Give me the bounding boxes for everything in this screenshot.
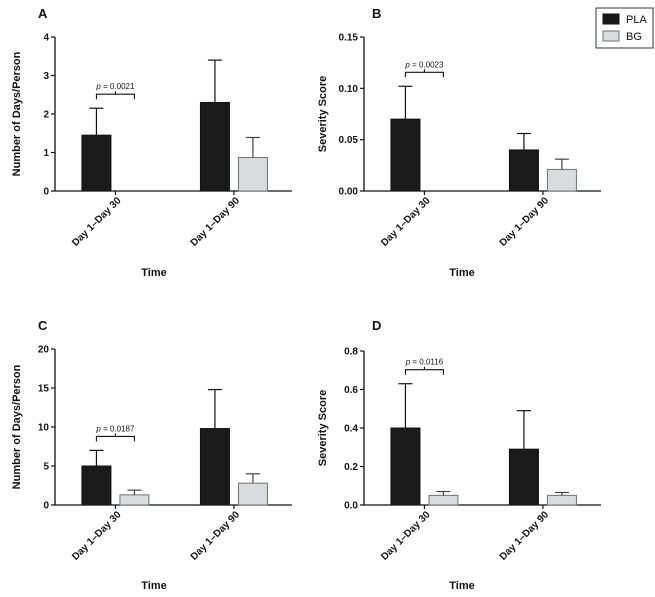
y-tick-label: 0.00 xyxy=(339,187,359,198)
y-tick-label: 20 xyxy=(38,345,50,356)
x-axis-label: Time xyxy=(449,267,474,279)
x-tick-label: Day 1–Day 30 xyxy=(379,509,433,563)
bar-bg xyxy=(119,494,150,506)
bar-pla xyxy=(390,118,421,192)
y-axis-label: Number of Days/Person xyxy=(11,51,23,176)
bar-pla xyxy=(81,465,112,506)
p-value-label: p = 0.0023 xyxy=(404,60,444,69)
significance-bracket xyxy=(404,369,444,375)
p-value-label: p = 0.0116 xyxy=(405,358,444,367)
bar-bg xyxy=(237,157,268,192)
x-tick-label: Day 1–Day 90 xyxy=(189,509,243,563)
p-value-symbol: p xyxy=(95,424,101,433)
p-value-symbol: p xyxy=(404,60,410,69)
chart-panel-c: C 0 5 10 15 20 Number of Days/Person Time Day 1–… xyxy=(11,318,292,592)
y-axis-label: Severity Score xyxy=(317,390,329,466)
bar-bg xyxy=(546,168,577,192)
y-tick-label: 0.8 xyxy=(344,347,358,358)
bar-pla xyxy=(199,101,230,192)
y-tick-label: 0 xyxy=(43,501,49,512)
legend: PLA BG xyxy=(595,7,654,49)
bar-pla xyxy=(199,428,230,506)
y-tick-label: 0.4 xyxy=(344,424,358,435)
y-tick-label: 4 xyxy=(43,33,49,44)
x-axis-label: Time xyxy=(449,580,474,592)
y-tick-label: 0.10 xyxy=(339,84,359,95)
x-tick-label: Day 1–Day 90 xyxy=(498,195,552,249)
x-tick-label: Day 1–Day 30 xyxy=(70,195,124,249)
bar-bg xyxy=(237,482,268,506)
y-tick-label: 0.15 xyxy=(339,33,359,44)
y-tick-label: 2 xyxy=(43,110,49,121)
y-tick-label: 0.2 xyxy=(344,462,358,473)
x-tick-label: Day 1–Day 30 xyxy=(70,509,124,563)
x-tick-label: Day 1–Day 30 xyxy=(379,195,433,249)
bar-pla xyxy=(81,134,112,192)
p-value-number: = 0.0187 xyxy=(101,424,135,433)
y-tick-label: 5 xyxy=(43,462,49,473)
y-tick-label: 15 xyxy=(38,384,50,395)
significance-bracket xyxy=(95,93,135,100)
y-tick-label: 0.05 xyxy=(339,135,359,146)
y-tick-label: 1 xyxy=(43,148,49,159)
bar-pla xyxy=(390,427,421,506)
p-value-number: = 0.0023 xyxy=(410,60,444,69)
y-tick-label: 0.6 xyxy=(344,385,358,396)
bar-bg xyxy=(546,494,577,506)
y-tick-label: 0.0 xyxy=(344,501,358,512)
x-tick-label: Day 1–Day 90 xyxy=(189,195,243,249)
p-value-symbol: p xyxy=(95,82,101,91)
chart-panel-a: A 0 1 2 3 4 Number of Days/Person Time Day 1–Day… xyxy=(11,6,292,279)
chart-panel-d: D 0.0 0.2 0.4 0.6 0.8 Severity Score Time Day 1–… xyxy=(317,318,601,592)
p-value-symbol: p xyxy=(405,358,411,367)
y-tick-label: 10 xyxy=(38,423,50,434)
panel-letter: A xyxy=(38,6,48,21)
p-value-label: p = 0.0187 xyxy=(95,424,135,433)
significance-bracket xyxy=(404,71,444,78)
p-value-number: = 0.0116 xyxy=(410,358,444,367)
chart-panel-b: B 0.00 0.05 0.10 0.15 Severity Score Time Day 1… xyxy=(317,6,601,279)
y-axis-label: Number of Days/Person xyxy=(11,364,23,489)
p-value-label: p = 0.0021 xyxy=(95,82,135,91)
panel-letter: C xyxy=(38,318,48,333)
bar-bg xyxy=(428,494,459,506)
bar-pla xyxy=(508,149,539,192)
legend-label-pla: PLA xyxy=(626,14,647,26)
panel-letter: D xyxy=(372,318,381,333)
y-tick-label: 3 xyxy=(43,71,49,82)
significance-bracket xyxy=(95,435,135,442)
x-tick-label: Day 1–Day 90 xyxy=(498,509,552,563)
x-axis-label: Time xyxy=(141,267,166,279)
y-axis-label: Severity Score xyxy=(317,76,329,152)
panel-letter: B xyxy=(372,6,381,21)
x-axis-label: Time xyxy=(141,580,166,592)
legend-swatch-bg xyxy=(602,30,620,42)
legend-label-bg: BG xyxy=(626,31,642,43)
bar-pla xyxy=(508,448,539,506)
p-value-number: = 0.0021 xyxy=(101,82,135,91)
legend-swatch-pla xyxy=(602,13,620,25)
y-tick-label: 0 xyxy=(43,187,49,198)
